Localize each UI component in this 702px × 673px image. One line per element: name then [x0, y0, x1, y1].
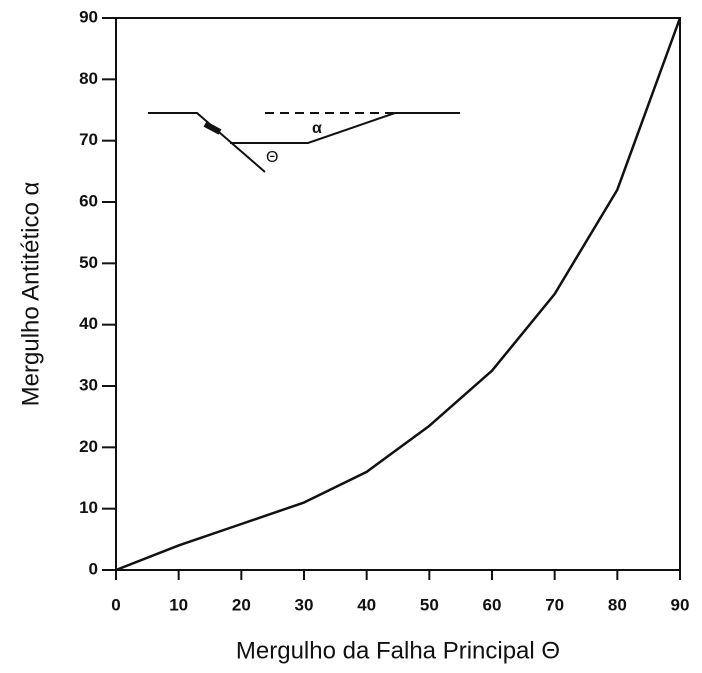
y-tick-label: 60	[79, 191, 98, 210]
theta-label: Θ	[266, 149, 278, 166]
hanging-wall	[230, 112, 460, 144]
x-tick-label: 70	[545, 595, 564, 614]
x-axis-label: Mergulho da Falha Principal Θ	[236, 637, 560, 664]
y-axis-label: Mergulho Antitético α	[17, 182, 44, 407]
fault-block-left	[148, 112, 266, 173]
x-tick-label: 20	[232, 595, 251, 614]
y-tick-label: 90	[79, 7, 98, 26]
plot-frame	[115, 17, 681, 571]
y-tick-label: 70	[79, 130, 98, 149]
x-tick-label: 40	[357, 595, 376, 614]
x-tick-label: 10	[169, 595, 188, 614]
x-tick-label: 50	[420, 595, 439, 614]
x-tick-label: 30	[295, 595, 314, 614]
y-tick-label: 30	[79, 375, 98, 394]
inset-diagram	[148, 112, 460, 173]
y-tick-label: 20	[79, 437, 98, 456]
y-tick-label: 80	[79, 69, 98, 88]
data-line	[115, 17, 682, 572]
y-tick-label: 0	[89, 559, 98, 578]
y-tick-label: 10	[79, 498, 98, 517]
alpha-label: α	[312, 120, 322, 137]
x-tick-label: 90	[671, 595, 690, 614]
fault-hatch	[203, 121, 222, 135]
y-tick-label: 50	[79, 253, 98, 272]
y-tick-label: 40	[79, 314, 98, 333]
x-tick-label: 60	[483, 595, 502, 614]
x-tick-label: 0	[111, 595, 120, 614]
x-tick-label: 80	[608, 595, 627, 614]
